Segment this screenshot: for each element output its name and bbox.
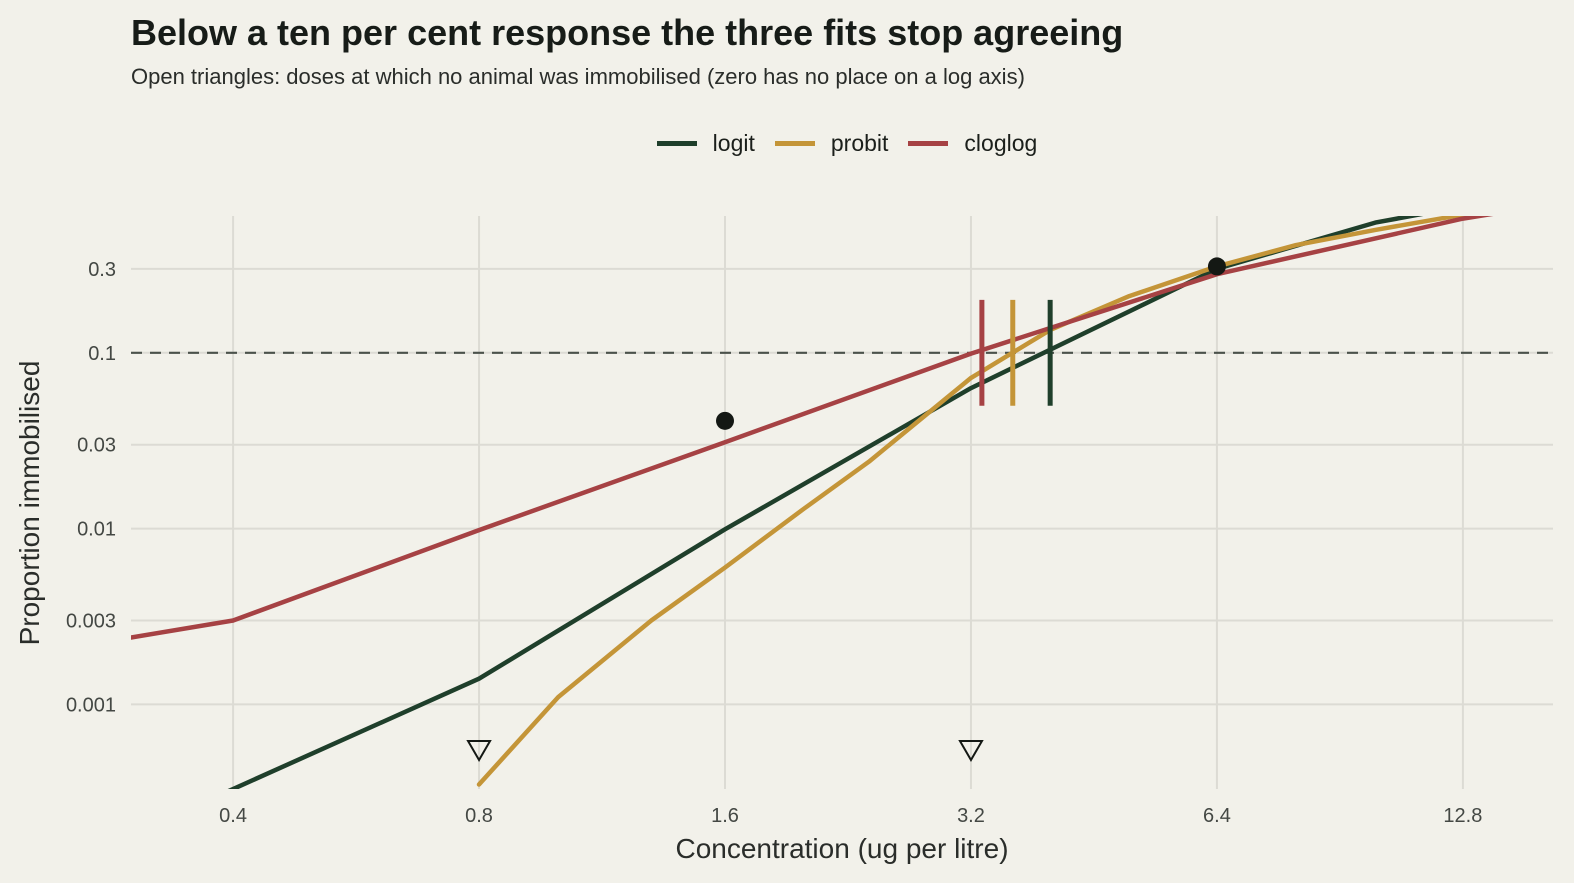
y-tick-label: 0.3 bbox=[88, 259, 116, 281]
y-tick-label: 0.01 bbox=[77, 519, 116, 541]
y-tick-label: 0.001 bbox=[66, 694, 116, 716]
zero-response-triangle bbox=[958, 740, 984, 762]
observed-point bbox=[1207, 257, 1226, 276]
x-tick-label: 0.4 bbox=[219, 805, 247, 827]
chart-title: Below a ten per cent response the three … bbox=[131, 12, 1124, 53]
y-tick-label: 0.1 bbox=[88, 343, 116, 365]
zero-response-triangle bbox=[466, 740, 492, 762]
legend: logit probit cloglog bbox=[0, 130, 1574, 157]
legend-item-probit: probit bbox=[774, 130, 889, 157]
x-axis-title: Concentration (ug per litre) bbox=[675, 833, 1008, 864]
legend-swatch-probit bbox=[774, 141, 815, 146]
observed-points bbox=[466, 257, 1226, 762]
legend-label-logit: logit bbox=[712, 130, 755, 156]
legend-swatch-cloglog bbox=[908, 141, 949, 146]
y-tick-label: 0.003 bbox=[66, 610, 116, 632]
curve-logit bbox=[227, 216, 1424, 789]
legend-label-cloglog: cloglog bbox=[964, 130, 1038, 156]
chart-subtitle: Open triangles: doses at which no animal… bbox=[131, 64, 1025, 89]
fit-curves bbox=[131, 216, 1494, 789]
x-tick-label: 6.4 bbox=[1203, 805, 1231, 827]
legend-swatch-logit bbox=[656, 141, 697, 146]
y-tick-label: 0.03 bbox=[77, 435, 116, 457]
tick-labels: 0.4 0.8 1.6 3.2 6.4 12.8 0.001 0.003 0.01 0.03 0.1… bbox=[66, 259, 1482, 827]
curve-probit bbox=[476, 216, 1470, 787]
x-tick-label: 12.8 bbox=[1443, 805, 1482, 827]
legend-label-probit: probit bbox=[830, 130, 889, 156]
y-axis-title: Proportion immobilised bbox=[14, 361, 45, 646]
grid bbox=[131, 216, 1553, 789]
x-tick-label: 3.2 bbox=[957, 805, 985, 827]
legend-item-cloglog: cloglog bbox=[908, 130, 1037, 157]
legend-item-logit: logit bbox=[656, 130, 755, 157]
curve-cloglog bbox=[131, 216, 1494, 640]
observed-point bbox=[716, 411, 735, 430]
ec10-markers bbox=[979, 299, 1053, 406]
x-tick-label: 0.8 bbox=[465, 805, 493, 827]
x-tick-label: 1.6 bbox=[711, 805, 739, 827]
